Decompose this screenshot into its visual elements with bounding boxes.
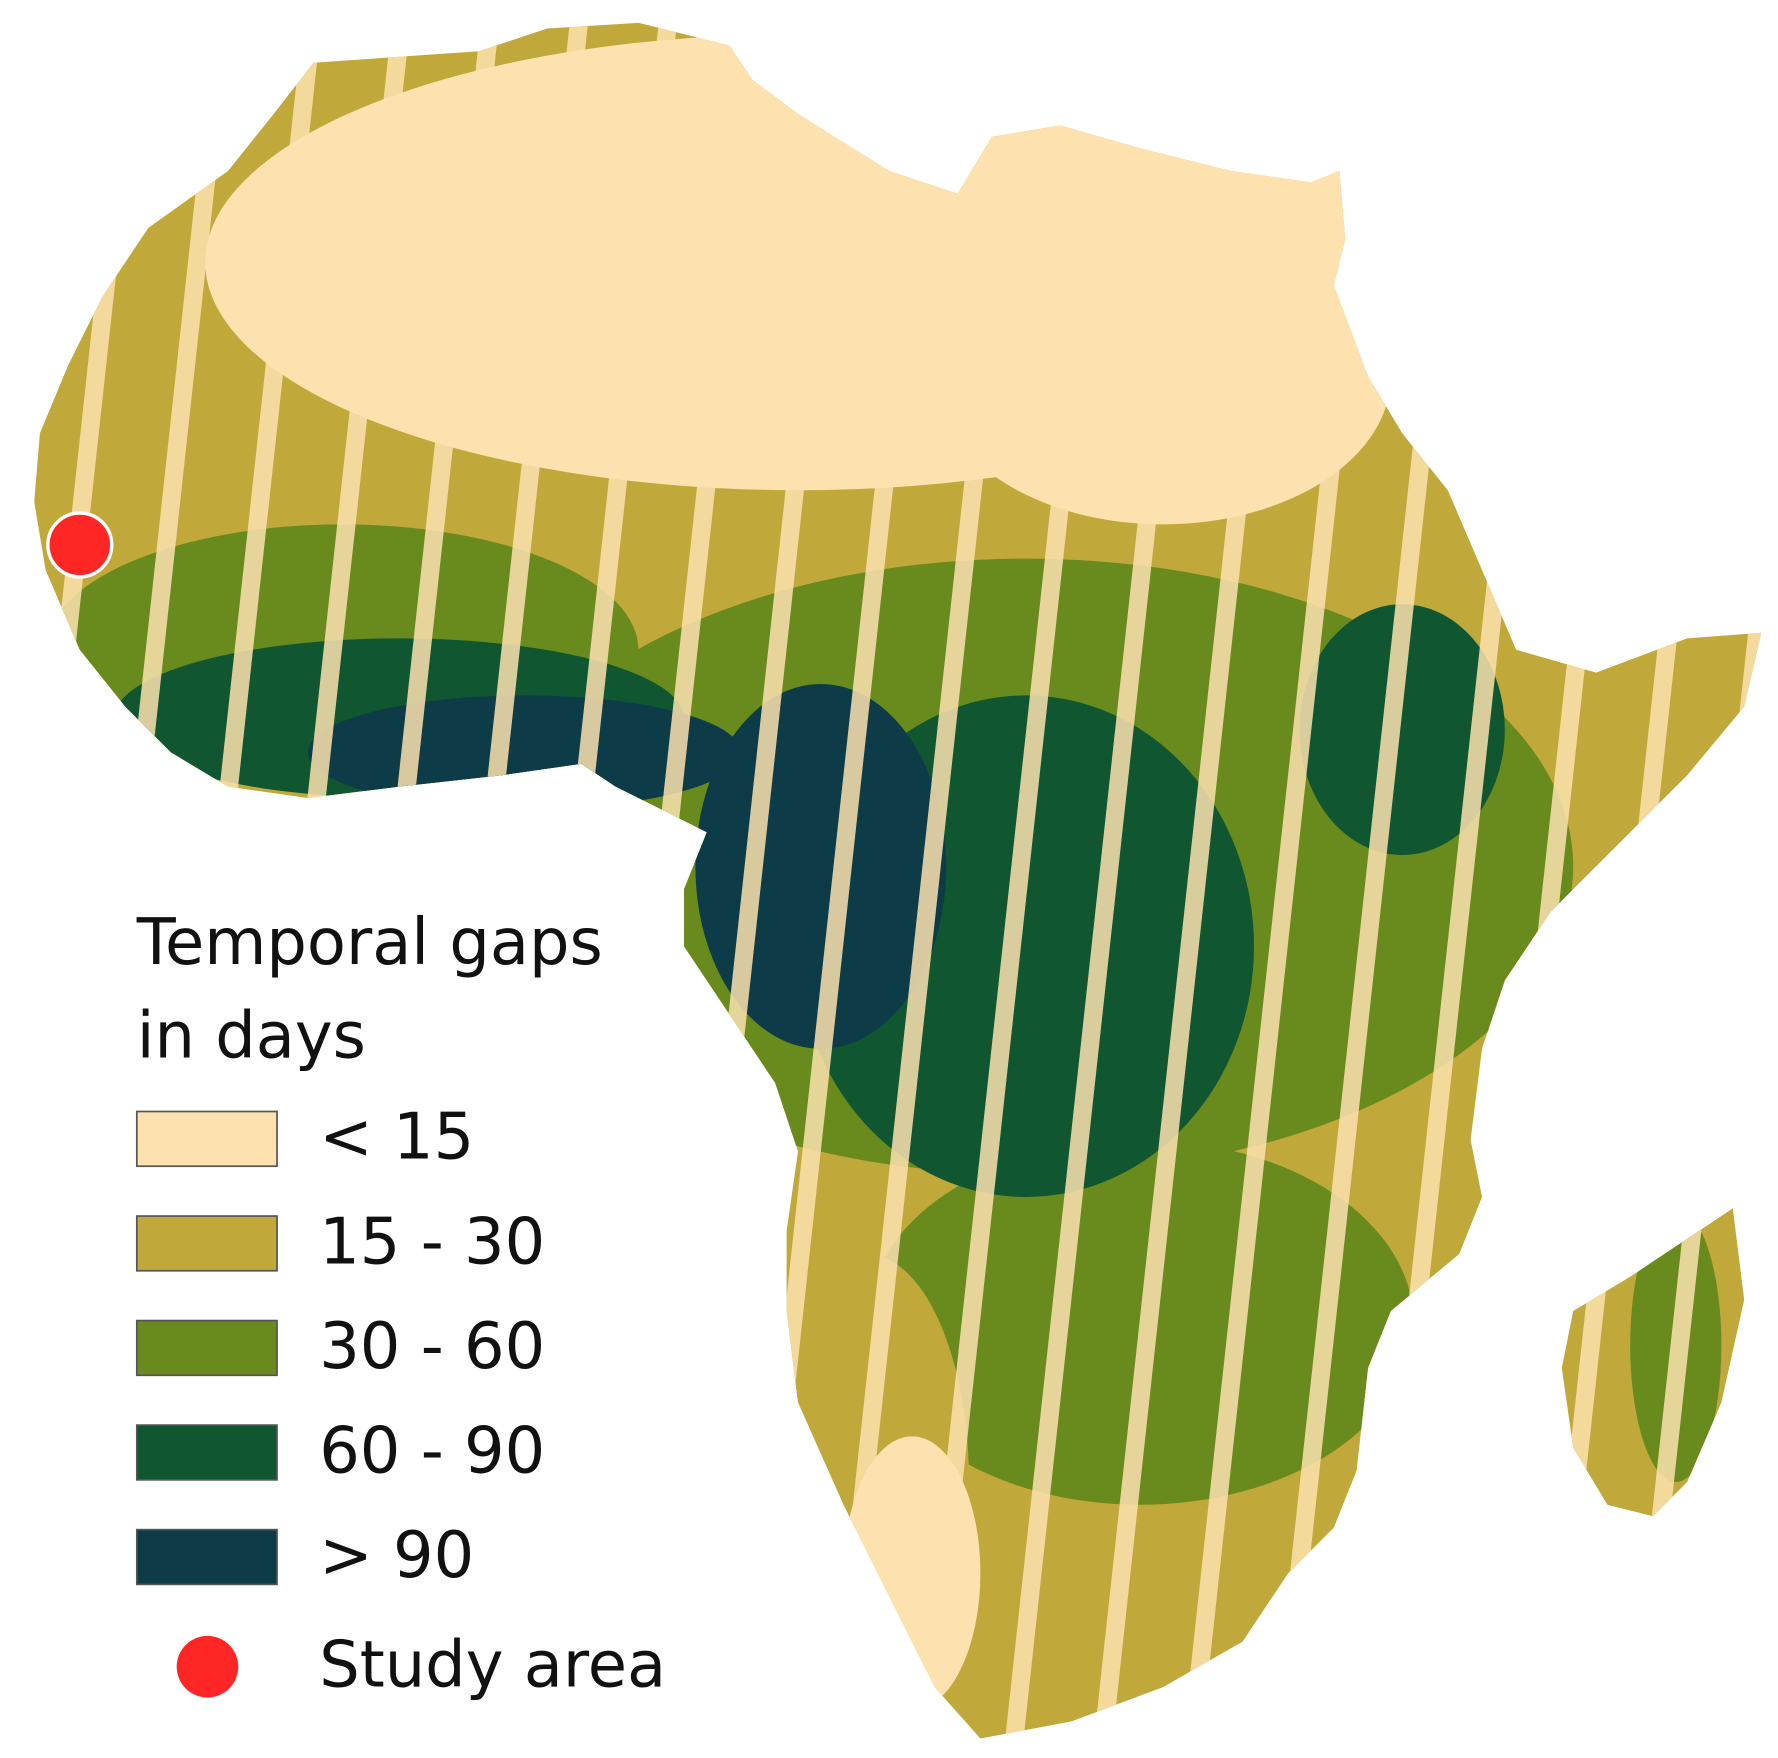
- study-area-marker: [46, 511, 114, 579]
- swath-stripe: [1712, 22, 1762, 1739]
- legend-label: > 90: [319, 1519, 474, 1593]
- legend-swatch: [135, 1110, 278, 1168]
- legend-subtitle: in days: [137, 999, 366, 1073]
- zone: [1299, 604, 1505, 855]
- legend-title: Temporal gaps: [136, 906, 603, 980]
- legend-label: < 15: [319, 1101, 474, 1175]
- swath-stripe: [1000, 22, 1213, 1739]
- legend-label: 30 - 60: [319, 1310, 545, 1384]
- legend-swatch: [135, 1215, 278, 1272]
- legend-swatch: [135, 1424, 278, 1481]
- legend-study-marker: [176, 1635, 239, 1698]
- swath-stripe: [1089, 22, 1302, 1739]
- legend-swatch: [135, 1528, 278, 1586]
- legend-label: 15 - 30: [319, 1205, 545, 1279]
- legend-label: Study area: [319, 1629, 666, 1703]
- swath-stripe: [823, 22, 1036, 1739]
- swath-stripe: [912, 22, 1124, 1739]
- legend: < 15 15 - 30 30 - 60 60 - 90 > 90 Study area: [135, 1101, 666, 1703]
- legend-label: 60 - 90: [319, 1414, 545, 1488]
- swath-stripe: [1623, 22, 1762, 1739]
- legend-swatch: [135, 1319, 278, 1377]
- swath-stripe: [34, 22, 146, 1739]
